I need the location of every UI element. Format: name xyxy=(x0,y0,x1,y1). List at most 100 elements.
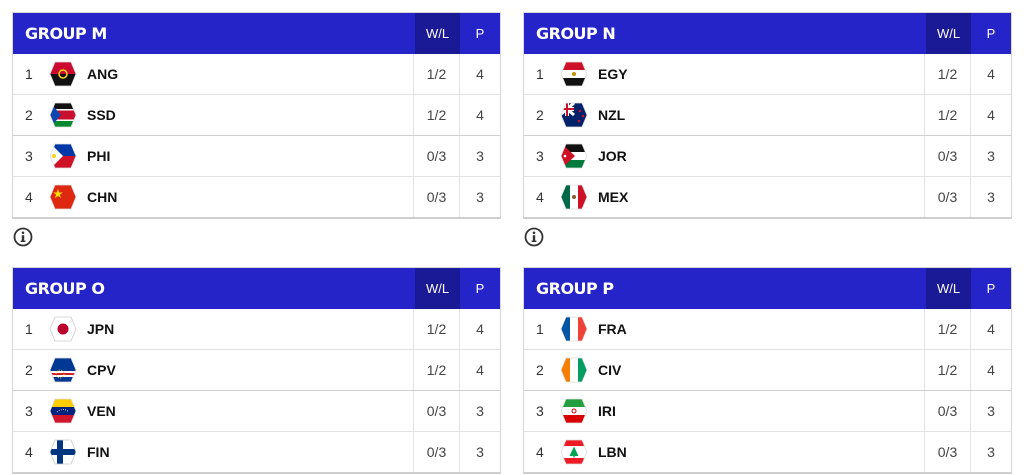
info-circle-icon[interactable] xyxy=(13,227,33,247)
win-loss: 1/2 xyxy=(413,95,459,135)
table-row[interactable]: 2 CPV 1/2 4 xyxy=(13,349,500,390)
table-row[interactable]: 1 EGY 1/2 4 xyxy=(524,54,1011,94)
team-code[interactable]: ANG xyxy=(87,66,119,82)
team-code[interactable]: LBN xyxy=(598,444,627,460)
group-m-table: GROUP M W/L P 1 ANG 1/2 4 2 SSD 1/2 4 3 … xyxy=(12,12,501,219)
table-row[interactable]: 1 JPN 1/2 4 xyxy=(13,309,500,349)
angola-flag-icon xyxy=(49,61,77,87)
team-code[interactable]: JOR xyxy=(598,148,627,164)
france-flag-icon xyxy=(560,316,588,342)
team-code[interactable]: FRA xyxy=(598,321,627,337)
points: 4 xyxy=(970,54,1011,94)
table-row[interactable]: 4 LBN 0/3 3 xyxy=(524,431,1011,472)
group-p-table: GROUP P W/L P 1 FRA 1/2 4 2 CIV 1/2 4 3 … xyxy=(523,267,1012,474)
rank: 4 xyxy=(25,189,33,205)
win-loss: 0/3 xyxy=(924,391,970,431)
south-sudan-flag-icon xyxy=(49,102,77,128)
points: 3 xyxy=(459,391,500,431)
philippines-flag-icon xyxy=(49,143,77,169)
points-column-header[interactable]: P xyxy=(475,26,485,41)
group-title: GROUP O xyxy=(25,279,105,298)
cape-verde-flag-icon xyxy=(49,357,77,383)
points: 4 xyxy=(970,309,1011,349)
table-row[interactable]: 3 JOR 0/3 3 xyxy=(524,135,1011,176)
ivory-coast-flag-icon xyxy=(560,357,588,383)
points-column-header[interactable]: P xyxy=(986,26,996,41)
points: 3 xyxy=(459,136,500,176)
points: 3 xyxy=(970,177,1011,217)
venezuela-flag-icon xyxy=(49,398,77,424)
table-row[interactable]: 1 ANG 1/2 4 xyxy=(13,54,500,94)
team-code[interactable]: CPV xyxy=(87,362,116,378)
table-row[interactable]: 1 FRA 1/2 4 xyxy=(524,309,1011,349)
team-code[interactable]: JPN xyxy=(87,321,115,337)
jordan-flag-icon xyxy=(560,143,588,169)
mexico-flag-icon xyxy=(560,184,588,210)
group-header: GROUP O W/L P xyxy=(13,268,500,309)
group-header: GROUP N W/L P xyxy=(524,13,1011,54)
team-code[interactable]: IRI xyxy=(598,403,616,419)
win-loss: 1/2 xyxy=(924,309,970,349)
rank: 3 xyxy=(536,403,544,419)
new-zealand-flag-icon xyxy=(560,102,588,128)
win-loss: 0/3 xyxy=(413,136,459,176)
rank: 1 xyxy=(536,321,544,337)
win-loss: 0/3 xyxy=(413,177,459,217)
group-o-table: GROUP O W/L P 1 JPN 1/2 4 2 CPV 1/2 4 3 … xyxy=(12,267,501,474)
info-circle-icon[interactable] xyxy=(524,227,544,247)
points: 4 xyxy=(459,350,500,390)
table-row[interactable]: 3 IRI 0/3 3 xyxy=(524,390,1011,431)
win-loss: 0/3 xyxy=(924,136,970,176)
iran-flag-icon xyxy=(560,398,588,424)
wl-column-header[interactable]: W/L xyxy=(926,268,971,309)
lebanon-flag-icon xyxy=(560,439,588,465)
points: 4 xyxy=(459,309,500,349)
rank: 3 xyxy=(536,148,544,164)
china-flag-icon xyxy=(49,184,77,210)
table-row[interactable]: 4 FIN 0/3 3 xyxy=(13,431,500,472)
points: 4 xyxy=(970,95,1011,135)
win-loss: 0/3 xyxy=(413,432,459,472)
wl-column-header[interactable]: W/L xyxy=(415,13,460,54)
egypt-flag-icon xyxy=(560,61,588,87)
win-loss: 1/2 xyxy=(413,350,459,390)
group-title: GROUP M xyxy=(25,24,107,43)
group-n-table: GROUP N W/L P 1 EGY 1/2 4 2 NZL 1/2 4 3 … xyxy=(523,12,1012,219)
team-code[interactable]: CIV xyxy=(598,362,622,378)
group-header: GROUP P W/L P xyxy=(524,268,1011,309)
team-code[interactable]: MEX xyxy=(598,189,629,205)
table-row[interactable]: 4 CHN 0/3 3 xyxy=(13,176,500,217)
table-row[interactable]: 2 NZL 1/2 4 xyxy=(524,94,1011,135)
rank: 4 xyxy=(25,444,33,460)
japan-flag-icon xyxy=(49,316,77,342)
rank: 2 xyxy=(25,107,33,123)
table-row[interactable]: 3 VEN 0/3 3 xyxy=(13,390,500,431)
wl-column-header[interactable]: W/L xyxy=(926,13,971,54)
rank: 1 xyxy=(536,66,544,82)
points-column-header[interactable]: P xyxy=(986,281,996,296)
points: 3 xyxy=(970,391,1011,431)
points: 3 xyxy=(970,432,1011,472)
team-code[interactable]: NZL xyxy=(598,107,626,123)
win-loss: 0/3 xyxy=(413,391,459,431)
win-loss: 0/3 xyxy=(924,177,970,217)
rank: 2 xyxy=(25,362,33,378)
rank: 4 xyxy=(536,444,544,460)
team-code[interactable]: FIN xyxy=(87,444,110,460)
team-code[interactable]: PHI xyxy=(87,148,111,164)
rank: 3 xyxy=(25,403,33,419)
team-code[interactable]: SSD xyxy=(87,107,116,123)
table-row[interactable]: 3 PHI 0/3 3 xyxy=(13,135,500,176)
points-column-header[interactable]: P xyxy=(475,281,485,296)
points: 3 xyxy=(970,136,1011,176)
win-loss: 1/2 xyxy=(924,350,970,390)
table-row[interactable]: 2 CIV 1/2 4 xyxy=(524,349,1011,390)
win-loss: 1/2 xyxy=(924,95,970,135)
team-code[interactable]: VEN xyxy=(87,403,116,419)
points: 4 xyxy=(970,350,1011,390)
table-row[interactable]: 4 MEX 0/3 3 xyxy=(524,176,1011,217)
table-row[interactable]: 2 SSD 1/2 4 xyxy=(13,94,500,135)
team-code[interactable]: EGY xyxy=(598,66,628,82)
team-code[interactable]: CHN xyxy=(87,189,118,205)
wl-column-header[interactable]: W/L xyxy=(415,268,460,309)
